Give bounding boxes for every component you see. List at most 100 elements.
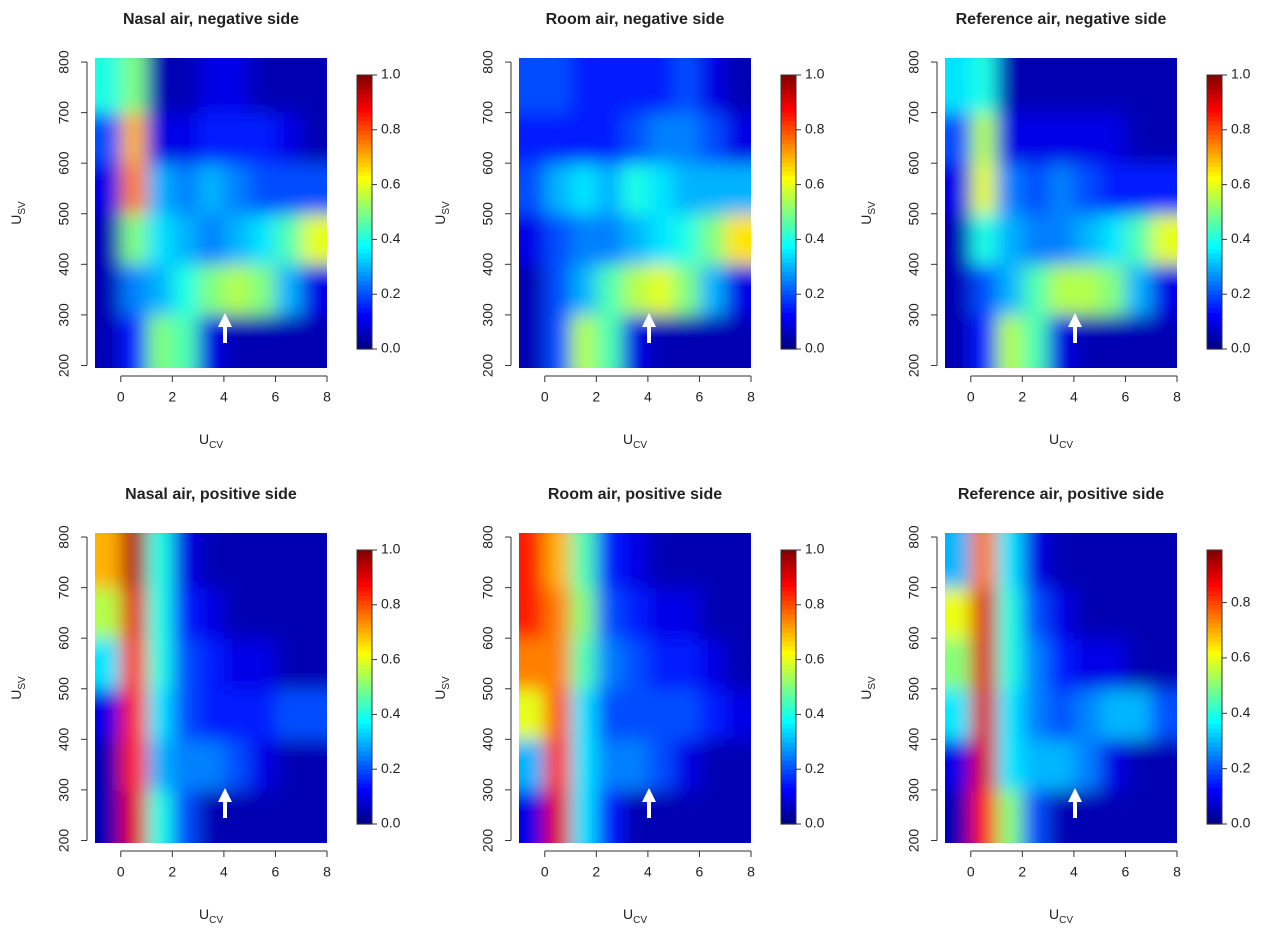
colorbar-step (781, 750, 796, 757)
colorbar-step (781, 317, 796, 323)
heat-cell (673, 314, 700, 368)
arrow (642, 788, 656, 818)
heat-cell (1151, 58, 1177, 114)
colorbar-step (781, 645, 796, 652)
colorbar-step (781, 696, 796, 702)
colorbar-step (357, 253, 372, 259)
heat-cell (996, 533, 1023, 589)
colorbar-step (357, 714, 372, 720)
colorbar-step (781, 239, 796, 245)
heat-cell (223, 587, 251, 639)
colorbar-step (1207, 664, 1222, 670)
colorbar-step (357, 769, 372, 775)
heat-cell (172, 739, 199, 791)
heat-cell (673, 163, 700, 215)
colorbar-step (357, 655, 372, 661)
colorbar-step (781, 116, 796, 122)
colorbar-tick-label: 0.0 (381, 340, 401, 356)
heat-cell (519, 58, 546, 114)
x-label-sub: CV (209, 440, 223, 451)
colorbar-step (357, 623, 372, 629)
colorbar-tick-label: 0.8 (1231, 593, 1251, 609)
colorbar-step (357, 659, 372, 665)
y-tick-label: 800 (56, 525, 72, 549)
x-tick-label: 4 (1070, 389, 1078, 405)
heat-cell (172, 533, 199, 589)
colorbar-step (357, 106, 372, 113)
colorbar-step (781, 769, 796, 775)
colorbar-tick-label: 0.0 (381, 815, 401, 831)
heat-cell (673, 264, 700, 316)
x-tick-label: 6 (696, 864, 704, 880)
x-tick-label: 6 (272, 864, 280, 880)
colorbar-step (781, 93, 796, 99)
colorbar-step (1207, 586, 1222, 592)
heat-cell (945, 112, 972, 164)
heat-cell (146, 314, 173, 368)
colorbar-step (781, 138, 796, 145)
colorbar-step (1207, 778, 1222, 784)
heat-cell (223, 112, 251, 164)
heat-cell (198, 58, 225, 114)
colorbar-step (1207, 764, 1222, 770)
colorbar-tick-label: 0.6 (381, 175, 401, 191)
heat-cell (172, 112, 199, 164)
colorbar-step (357, 321, 372, 327)
x-label-main: U (199, 431, 209, 447)
colorbar-step (781, 221, 796, 227)
heat-cell (146, 587, 173, 639)
colorbar-step (1207, 659, 1222, 665)
heat-cell (622, 739, 649, 791)
colorbar-step (1207, 705, 1222, 711)
colorbar-step (781, 230, 796, 236)
heat-cell (544, 688, 572, 740)
heat-cell (198, 638, 225, 690)
heat-cell (95, 264, 122, 316)
colorbar-step (781, 650, 796, 656)
heat-cell (596, 587, 623, 639)
colorbar-step (1207, 714, 1222, 720)
heat-cell (198, 587, 225, 639)
heat-cell (996, 58, 1023, 114)
heat-cell (146, 789, 173, 843)
heat-cell (1048, 587, 1075, 639)
y-tick-label: 500 (480, 677, 496, 701)
heat-cell (570, 314, 597, 368)
cells (519, 533, 751, 843)
colorbar-step (781, 289, 796, 295)
y-axis-label: USV (8, 201, 28, 225)
colorbar-step (357, 805, 372, 811)
colorbar-step (1207, 773, 1222, 779)
heat-cell (725, 587, 751, 639)
heat-cell (1099, 739, 1126, 791)
heat-cell (1022, 789, 1049, 843)
colorbar-step (357, 604, 372, 610)
x-tick-label: 8 (1173, 389, 1181, 405)
colorbar-step (781, 134, 796, 140)
heat-cell (301, 58, 327, 114)
colorbar-step (1207, 609, 1222, 615)
x-tick-label: 4 (644, 864, 652, 880)
colorbar-step (357, 344, 372, 350)
heat-cell (519, 163, 546, 215)
heat-cell (570, 58, 597, 114)
heat-cell (970, 314, 998, 368)
colorbar-step (1207, 709, 1222, 715)
heat-cell (95, 533, 122, 589)
heat-cell (1151, 688, 1177, 740)
colorbar-step (357, 810, 372, 816)
colorbar-step (357, 568, 372, 574)
colorbar-step (781, 705, 796, 711)
x-label-main: U (623, 431, 633, 447)
colorbar-step (357, 682, 372, 688)
colorbar-step (357, 668, 372, 674)
y-axis-label: USV (8, 676, 28, 700)
colorbar-step (357, 157, 372, 163)
colorbar-step (1207, 673, 1222, 679)
heat-cell (596, 213, 623, 265)
colorbar-step (781, 554, 796, 560)
heat-cell (596, 314, 623, 368)
heat-cell (596, 739, 623, 791)
colorbar-step (781, 819, 796, 825)
heat-cell (673, 533, 700, 589)
